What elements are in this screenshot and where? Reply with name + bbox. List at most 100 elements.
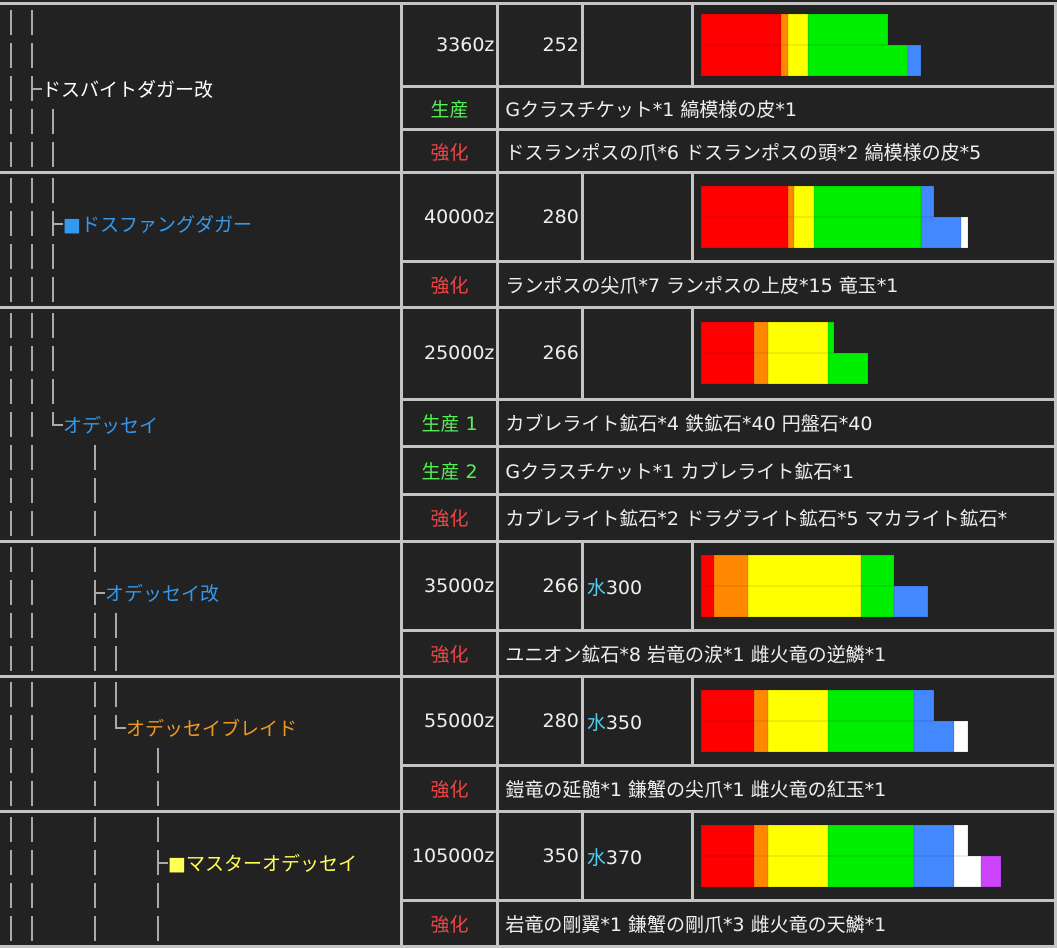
tree-connector: [147, 813, 168, 846]
sharpness-segment-yellow: [747, 586, 862, 617]
sharpness-segment-orange: [714, 555, 748, 586]
sharpness-segment-green: [827, 856, 915, 887]
tree-connector: [21, 309, 42, 342]
tree-line: [0, 879, 400, 912]
cost-cell: 3360z: [402, 5, 497, 85]
tree-connector: [0, 879, 21, 912]
sharpness-row-plus: [701, 586, 1041, 617]
weapon-row: オデッセイ改 35000z 266 水300: [0, 543, 1054, 675]
tree-connector: [0, 309, 21, 342]
tree-connector: [42, 342, 63, 375]
tree-line: ドスバイトダガー改: [0, 72, 400, 105]
tree-connector: [63, 678, 84, 711]
weapon-name[interactable]: オデッセイ改: [105, 583, 220, 605]
sharpness-row-plus: [701, 353, 1041, 385]
tree-connector: [84, 642, 105, 675]
element-cell: 水370: [583, 813, 692, 899]
sharpness-cell: [694, 813, 1054, 899]
tree-connector: [42, 609, 63, 642]
material-row: 強化 カブレライト鉱石*2 ドラグライト鉱石*5 マカライト鉱石*: [0, 495, 1054, 540]
tree-connector: [126, 777, 147, 810]
element-cell: 水350: [583, 678, 692, 764]
create-label: 生産 1: [402, 400, 497, 446]
tree-line: [0, 342, 400, 375]
tree-connector: [0, 744, 21, 777]
tree-connector: [0, 846, 21, 879]
weapon-name[interactable]: オデッセイ: [63, 415, 159, 437]
sharpness-segment-yellow: [767, 322, 828, 354]
element-value: 370: [605, 846, 643, 869]
sharpness-segment-yellow: [787, 14, 808, 45]
tree-connector: [21, 408, 42, 441]
tree-line: [0, 273, 400, 306]
attack-cell: 266: [499, 543, 581, 629]
tree-connector: [21, 744, 42, 777]
materials-list: ユニオン鉱石*8 岩竜の涙*1 雌火竜の逆鱗*1: [499, 632, 1054, 675]
tree-connector: [147, 744, 168, 777]
sharpness-segment-yellow: [767, 353, 828, 385]
tree-line: オデッセイブレイド: [0, 711, 400, 744]
tree-connector: [0, 474, 21, 507]
tree-connector: [126, 813, 147, 846]
tree-connector: [42, 105, 63, 138]
tree-connector: [21, 240, 42, 273]
material-row: 生産 2 Gクラスチケット*1 カブレライト鉱石*1: [0, 448, 1054, 493]
weapon-name[interactable]: ■ドスファングダガー: [63, 214, 252, 236]
sharpness-segment-orange: [754, 353, 768, 385]
tree-line: [0, 813, 400, 846]
element-cell: [583, 174, 692, 260]
sharpness-segment-white: [954, 856, 982, 887]
water-element-icon: 水: [586, 711, 606, 734]
tree-connector: [105, 777, 126, 810]
sharpness-segment-orange: [714, 586, 748, 617]
tree-line: [0, 507, 400, 540]
tree-connector: [63, 879, 84, 912]
tree-connector: [21, 207, 42, 240]
upgrade-label: 強化: [402, 767, 497, 810]
tree-connector: [0, 642, 21, 675]
sharpness-segment-orange: [781, 14, 788, 45]
sharpness-row-base: [701, 690, 1041, 721]
sharpness-segment-yellow: [767, 721, 828, 752]
tree-connector: [147, 777, 168, 810]
materials-list: Gクラスチケット*1 カブレライト鉱石*1: [499, 448, 1054, 493]
weapon-row: ■ドスファングダガー 40000z 280: [0, 174, 1054, 306]
upgrade-label: 強化: [402, 632, 497, 675]
tree-connector: [126, 879, 147, 912]
sharpness-segment-blue: [914, 856, 955, 887]
materials-list: ドスランポスの爪*6 ドスランポスの頭*2 縞模様の皮*5: [499, 131, 1054, 171]
sharpness-cell: [694, 678, 1054, 764]
tree-connector: [126, 744, 147, 777]
element-cell: [583, 309, 692, 398]
tree-connector: [63, 507, 84, 540]
sharpness-segment-blue: [894, 586, 928, 617]
tree-connector: [21, 342, 42, 375]
tree-connector: [21, 174, 42, 207]
weapon-name[interactable]: オデッセイブレイド: [126, 718, 298, 740]
upgrade-label: 強化: [402, 263, 497, 306]
water-element-icon: 水: [586, 576, 606, 599]
tree-connector: [42, 846, 63, 879]
material-row: 強化 鎧竜の延髄*1 鎌蟹の尖爪*1 雌火竜の紅玉*1: [0, 767, 1054, 810]
tree-connector: [21, 6, 42, 39]
sharpness-row-base: [701, 825, 1041, 856]
tree-connector: [84, 813, 105, 846]
tree-connector: [105, 744, 126, 777]
weapon-name[interactable]: ドスバイトダガー改: [42, 78, 214, 101]
tree-line: [0, 174, 400, 207]
tree-line: ■ドスファングダガー: [0, 207, 400, 240]
tree-cell: オデッセイブレイド: [0, 678, 400, 810]
tree-connector: [0, 240, 21, 273]
tree-line: [0, 375, 400, 408]
weapon-name[interactable]: ■マスターオデッセイ: [168, 853, 357, 875]
sharpness-segment-red: [701, 14, 782, 45]
tree-connector: [0, 441, 21, 474]
sharpness-segment-red: [701, 856, 755, 887]
tree-connector: [42, 711, 63, 744]
materials-list: ランポスの尖爪*7 ランポスの上皮*15 竜玉*1: [499, 263, 1054, 306]
sharpness-row-plus: [701, 45, 1041, 76]
sharpness-row-base: [701, 14, 1041, 45]
weapon-row: ■マスターオデッセイ 105000z 350 水370: [0, 813, 1054, 945]
sharpness-cell: [694, 5, 1054, 85]
sharpness-segment-blue: [921, 186, 935, 217]
